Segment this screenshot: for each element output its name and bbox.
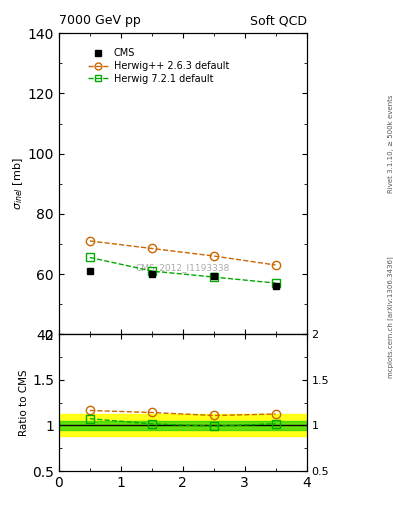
Text: Rivet 3.1.10, ≥ 500k events: Rivet 3.1.10, ≥ 500k events xyxy=(388,94,393,193)
Legend: CMS, Herwig++ 2.6.3 default, Herwig 7.2.1 default: CMS, Herwig++ 2.6.3 default, Herwig 7.2.… xyxy=(84,44,233,88)
Bar xyxy=(59,421,307,430)
Y-axis label: Ratio to CMS: Ratio to CMS xyxy=(19,369,29,436)
Bar xyxy=(59,415,307,436)
Y-axis label: $\sigma_{inel}$ [mb]: $\sigma_{inel}$ [mb] xyxy=(11,158,25,210)
Text: Soft QCD: Soft QCD xyxy=(250,14,307,27)
Text: 7000 GeV pp: 7000 GeV pp xyxy=(59,14,141,27)
Text: CMS_2012_I1193338: CMS_2012_I1193338 xyxy=(136,264,230,272)
Text: mcplots.cern.ch [arXiv:1306.3436]: mcplots.cern.ch [arXiv:1306.3436] xyxy=(387,257,393,378)
